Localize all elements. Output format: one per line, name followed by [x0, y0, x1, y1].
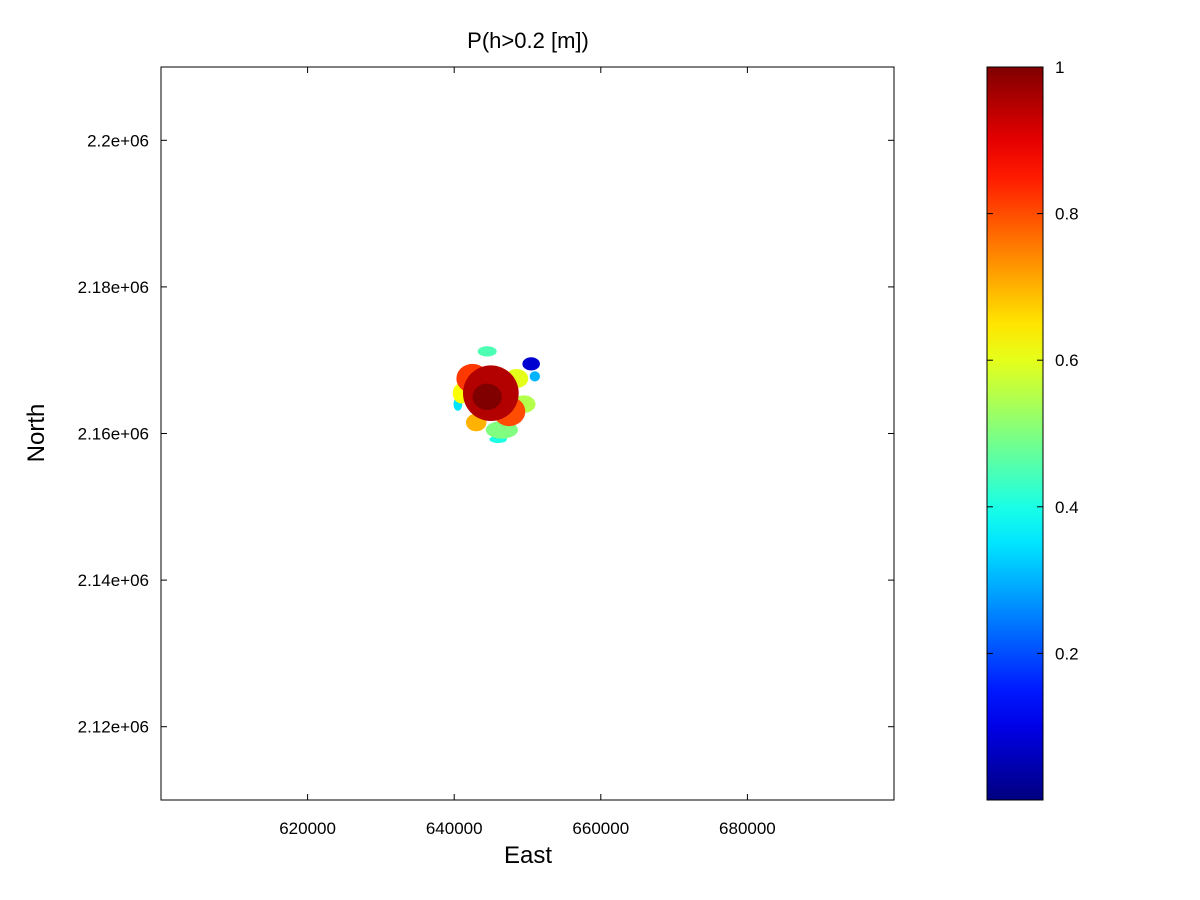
colorbar-tick-label: 0.2 [1055, 644, 1079, 663]
plot-frame [160, 66, 895, 801]
y-axis-label: North [23, 404, 50, 463]
colorbar-tick-label: 0.4 [1055, 498, 1079, 517]
x-tick-label: 620000 [279, 819, 336, 838]
field-patch [477, 346, 497, 357]
x-tick-label: 680000 [719, 819, 776, 838]
x-axis-label: East [504, 842, 552, 869]
field-patch [522, 357, 540, 371]
y-tick-label: 2.18e+06 [78, 278, 149, 297]
y-tick-label: 2.2e+06 [87, 131, 149, 150]
field-patch [472, 383, 502, 411]
y-tick-label: 2.12e+06 [78, 718, 149, 737]
y-tick-label: 2.14e+06 [78, 571, 149, 590]
colorbar-tick-label: 0.8 [1055, 205, 1079, 224]
colorbar-gradient [986, 66, 1044, 801]
plot-area [452, 346, 540, 444]
x-axis: 620000 640000 660000 680000 [279, 67, 776, 838]
chart-title: P(h>0.2 [m]) [467, 28, 589, 53]
field-patch [529, 371, 540, 382]
x-tick-label: 660000 [572, 819, 629, 838]
y-axis: 2.12e+06 2.14e+06 2.16e+06 2.18e+06 2.2e+06 [78, 131, 894, 737]
colorbar-tick-label: 0.6 [1055, 351, 1079, 370]
y-tick-label: 2.16e+06 [78, 425, 149, 444]
colorbar-tick-label: 1 [1055, 58, 1064, 77]
colorbar: 0.2 0.4 0.6 0.8 1 [986, 58, 1079, 801]
x-tick-label: 640000 [426, 819, 483, 838]
